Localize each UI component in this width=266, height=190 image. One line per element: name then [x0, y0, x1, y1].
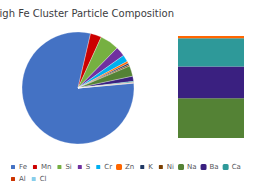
svg-text:K: K	[148, 163, 153, 171]
svg-text:Cl: Cl	[40, 175, 47, 183]
svg-text:Si: Si	[65, 163, 71, 171]
svg-text:Cr: Cr	[104, 163, 112, 171]
svg-text:Mn: Mn	[41, 163, 51, 171]
svg-text:Na: Na	[187, 163, 197, 171]
svg-text:Ca: Ca	[232, 163, 241, 171]
svg-text:Fe: Fe	[19, 163, 27, 171]
svg-text:S: S	[86, 163, 91, 171]
svg-text:Ni: Ni	[167, 163, 174, 171]
svg-text:High Fe Cluster Particle Compo: High Fe Cluster Particle Composition	[0, 8, 174, 19]
svg-text:Zn: Zn	[125, 163, 134, 171]
svg-text:Al: Al	[19, 175, 26, 183]
svg-text:Ba: Ba	[210, 163, 219, 171]
